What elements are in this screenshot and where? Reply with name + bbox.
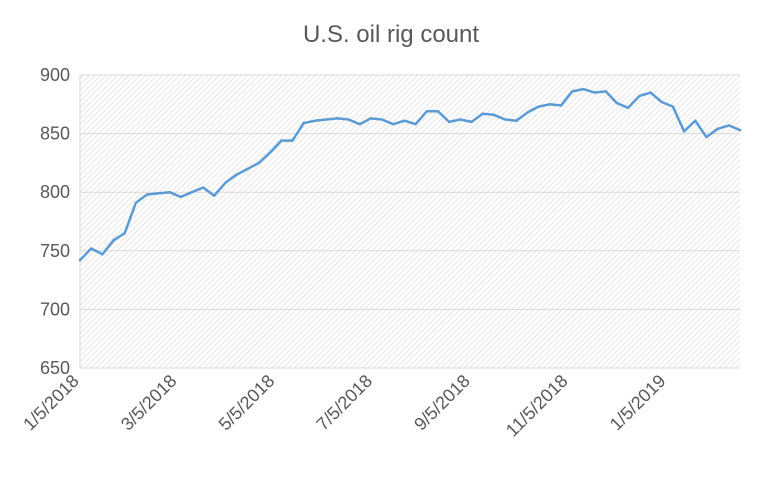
data-point — [604, 90, 607, 93]
series-layer — [78, 87, 742, 262]
data-point — [459, 118, 462, 121]
data-point — [134, 201, 138, 204]
data-point — [660, 100, 663, 104]
data-point — [268, 151, 272, 154]
y-tick-label: 700 — [40, 299, 70, 319]
series-line-oil-rig-count — [78, 87, 742, 262]
data-point — [638, 94, 641, 98]
plot-area — [80, 75, 740, 368]
data-point — [246, 167, 249, 170]
data-point — [626, 106, 630, 110]
data-point — [649, 91, 652, 94]
data-point — [727, 124, 731, 127]
y-axis-tick-labels: 650 700 750 800 850 900 — [40, 65, 70, 378]
data-point — [313, 119, 317, 122]
y-tick-label: 850 — [40, 124, 70, 144]
data-point — [403, 119, 406, 122]
data-point — [447, 120, 451, 124]
data-point — [526, 111, 529, 114]
data-point — [369, 117, 373, 120]
y-tick-label: 650 — [40, 358, 70, 378]
data-point — [436, 110, 440, 113]
data-point — [682, 130, 686, 133]
data-point — [671, 105, 675, 108]
data-point — [492, 113, 496, 117]
data-point — [291, 139, 294, 142]
data-point — [157, 192, 160, 195]
data-point — [257, 161, 261, 165]
data-point — [336, 117, 339, 120]
data-point — [615, 101, 619, 105]
data-point — [213, 194, 216, 197]
data-point — [101, 253, 104, 256]
data-point — [414, 123, 417, 126]
data-point — [582, 87, 585, 91]
data-point — [716, 127, 719, 131]
data-point — [324, 118, 328, 121]
data-point — [89, 247, 93, 250]
y-tick-label: 900 — [40, 65, 70, 85]
data-point — [559, 104, 563, 107]
data-point — [481, 112, 484, 115]
data-point — [224, 181, 227, 185]
y-tick-label: 800 — [40, 182, 70, 202]
chart-title: U.S. oil rig count — [303, 21, 479, 48]
data-point — [503, 118, 507, 121]
data-point — [515, 119, 518, 122]
data-point — [694, 119, 697, 122]
data-point — [380, 118, 384, 121]
data-point — [112, 239, 115, 242]
data-point — [302, 121, 305, 125]
data-point — [179, 195, 182, 199]
data-point — [358, 123, 361, 126]
data-point — [593, 91, 596, 94]
data-point — [145, 193, 149, 196]
y-tick-label: 750 — [40, 241, 70, 261]
data-point — [548, 103, 552, 106]
data-point — [571, 90, 574, 93]
data-point — [123, 232, 126, 235]
data-point — [78, 258, 82, 262]
data-point — [425, 110, 428, 113]
data-point — [280, 139, 283, 142]
data-point — [705, 135, 708, 139]
data-point — [168, 191, 171, 194]
data-point — [537, 105, 540, 108]
data-point — [738, 128, 742, 132]
data-point — [201, 186, 205, 189]
data-point — [235, 173, 238, 176]
data-point — [470, 120, 473, 124]
data-point — [190, 191, 194, 194]
data-point — [347, 118, 350, 121]
data-point — [392, 123, 395, 126]
